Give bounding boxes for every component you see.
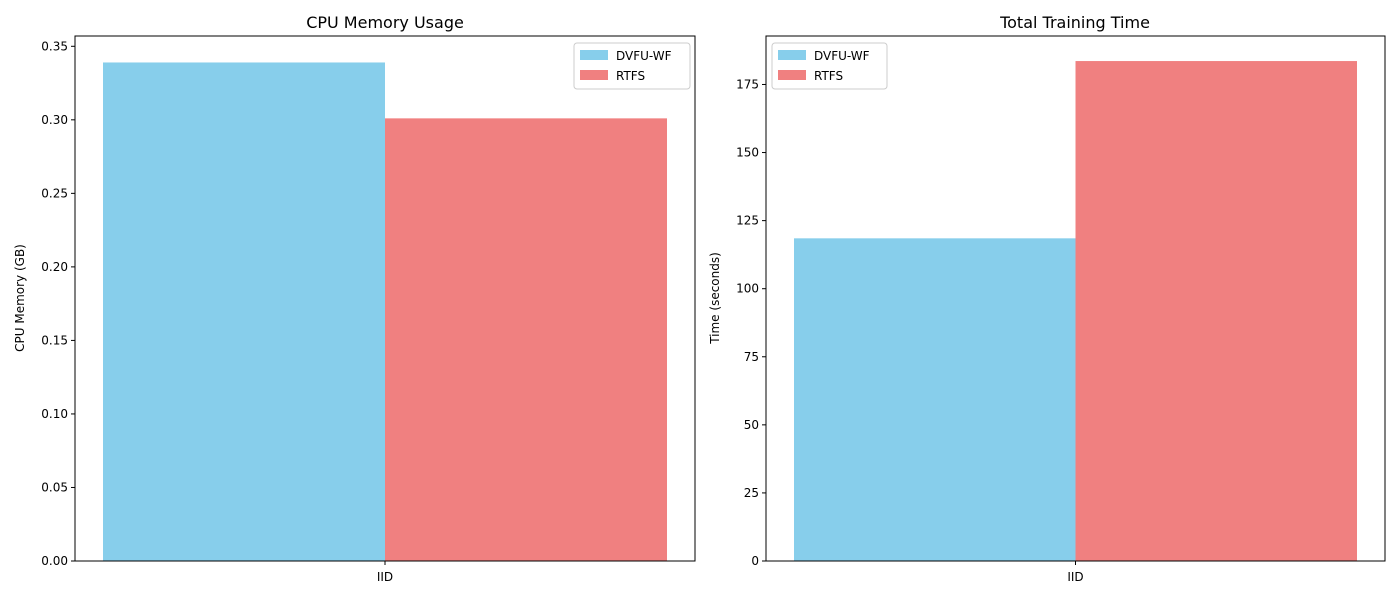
y-tick-label: 25 [744,486,759,500]
y-tick-label: 0.25 [41,186,68,200]
legend-swatch [778,50,806,60]
x-tick-label: IID [377,570,393,584]
chart-title: CPU Memory Usage [306,13,464,32]
bars [103,62,667,562]
y-tick-label: 0.20 [41,260,68,274]
chart-cpu-memory: CPU Memory Usage CPU Memory (GB) 0.000.0… [13,13,696,584]
legend-label: RTFS [814,69,843,83]
x-tick-label: IID [1067,570,1083,584]
y-tick-label: 0 [751,554,759,568]
y-tick-label: 150 [736,146,759,160]
bar-rtfs [385,118,667,562]
x-axis-ticks: IID [377,561,393,584]
y-axis-label: CPU Memory (GB) [13,244,27,352]
y-tick-label: 50 [744,418,759,432]
y-axis-ticks: 0.00 0.05 0.10 0.15 0.20 0.25 0.30 0.35 [41,39,75,568]
y-tick-label: 0.00 [41,554,68,568]
y-tick-label: 175 [736,77,759,91]
plot-frame [74,35,696,562]
bar-rtfs [1075,61,1357,561]
y-tick-label: 0.15 [41,333,68,347]
chart-training-time: Total Training Time Time (seconds) 0 25 50… [708,13,1386,584]
legend: DVFU-WF RTFS [573,42,691,90]
legend-swatch [778,70,806,80]
legend-swatch [580,50,608,60]
legend: DVFU-WF RTFS [771,42,888,90]
y-tick-label: 0.05 [41,480,68,494]
legend-label: DVFU-WF [814,49,870,63]
y-tick-label: 0.30 [41,113,68,127]
plot-frame [765,35,1386,562]
legend-swatch [580,70,608,80]
chart-title: Total Training Time [999,13,1150,32]
x-axis-ticks: IID [1067,561,1084,584]
y-axis-label: Time (seconds) [708,252,722,345]
bar-dvfu-wf [794,238,1076,562]
bars [794,61,1357,562]
y-tick-label: 0.35 [41,39,68,53]
y-tick-label: 100 [736,282,759,296]
y-tick-label: 75 [744,350,759,364]
y-axis-ticks: 0 25 50 75 100 125 150 175 [736,77,766,568]
y-tick-label: 0.10 [41,407,68,421]
legend-label: DVFU-WF [616,49,672,63]
bar-dvfu-wf [103,62,385,562]
y-tick-label: 125 [736,214,759,228]
legend-label: RTFS [616,69,645,83]
